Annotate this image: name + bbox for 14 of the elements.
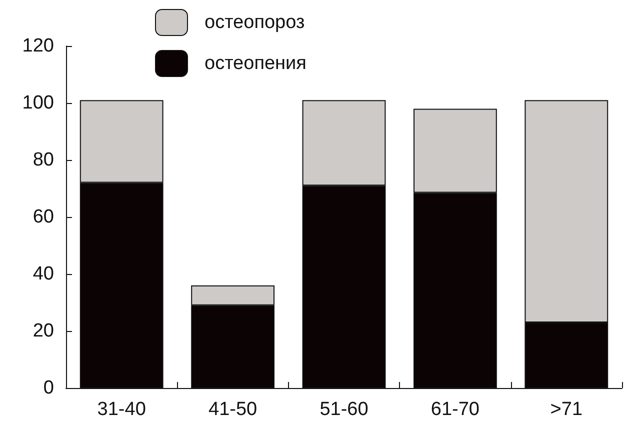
x-tick-label: 31-40 <box>97 399 146 420</box>
y-tick-label: 60 <box>32 206 54 228</box>
x-tick-label: 51-60 <box>320 399 368 420</box>
y-tick-label: 40 <box>32 264 54 284</box>
x-tick-label: >71 <box>550 399 583 420</box>
y-tick-label: 0 <box>43 378 54 398</box>
legend-label: остеопения <box>204 53 306 74</box>
x-tick-label: 41-50 <box>208 399 258 420</box>
y-tick-label: 120 <box>22 36 54 56</box>
x-tick-label: 61-70 <box>430 399 480 420</box>
y-tick-label: 100 <box>22 92 54 114</box>
legend-label: остеопороз <box>204 12 305 33</box>
y-tick-label: 80 <box>32 150 54 170</box>
y-tick-label: 20 <box>32 320 54 342</box>
